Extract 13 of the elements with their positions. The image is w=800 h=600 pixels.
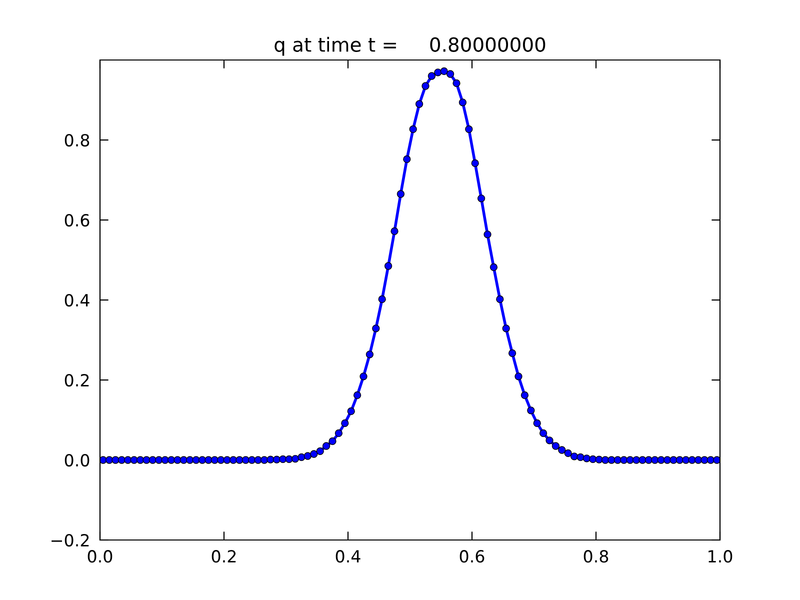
y-tick-label: 0.8 <box>64 134 90 147</box>
x-tick-label: 0.2 <box>212 550 236 563</box>
y-tick-label: 0.4 <box>64 294 90 307</box>
x-tick-label: 0.0 <box>88 550 112 563</box>
x-tick-label: 0.8 <box>584 550 608 563</box>
y-tick-label: 0.2 <box>64 374 89 387</box>
chart-title: q at time t = 0.80000000 <box>274 36 546 56</box>
y-tick-label: −0.2 <box>52 534 89 547</box>
y-tick-label: 0.6 <box>64 214 90 227</box>
x-tick-label: 0.4 <box>336 550 360 563</box>
y-tick-label: 0.0 <box>64 454 90 467</box>
x-tick-label: 1.0 <box>708 550 732 563</box>
x-tick-label: 0.6 <box>460 550 484 563</box>
